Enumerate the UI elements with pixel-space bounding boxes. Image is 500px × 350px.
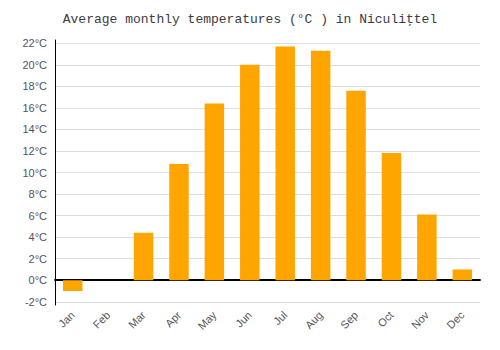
- svg-text:Sep: Sep: [338, 309, 360, 331]
- svg-text:Aug: Aug: [303, 309, 325, 331]
- svg-text:-2°C: -2°C: [25, 296, 47, 308]
- svg-text:2°C: 2°C: [29, 253, 48, 265]
- svg-text:Jan: Jan: [56, 309, 77, 330]
- svg-text:Average monthly temperatures (: Average monthly temperatures (°C ) in Ni…: [63, 12, 438, 27]
- svg-text:Nov: Nov: [409, 308, 432, 331]
- svg-text:Jul: Jul: [271, 309, 289, 327]
- svg-text:Apr: Apr: [163, 309, 184, 330]
- svg-text:12°C: 12°C: [22, 145, 47, 157]
- svg-text:20°C: 20°C: [22, 59, 47, 71]
- svg-text:Mar: Mar: [126, 309, 148, 331]
- svg-text:4°C: 4°C: [29, 231, 48, 243]
- svg-text:6°C: 6°C: [29, 210, 48, 222]
- svg-text:14°C: 14°C: [22, 123, 47, 135]
- svg-text:8°C: 8°C: [29, 188, 48, 200]
- svg-text:May: May: [195, 308, 219, 332]
- svg-text:0°C: 0°C: [29, 274, 48, 286]
- svg-text:Feb: Feb: [90, 309, 112, 331]
- svg-text:Oct: Oct: [375, 309, 396, 330]
- svg-text:Jun: Jun: [233, 309, 254, 330]
- svg-text:18°C: 18°C: [22, 80, 47, 92]
- svg-text:10°C: 10°C: [22, 167, 47, 179]
- svg-text:Dec: Dec: [444, 308, 467, 331]
- svg-text:16°C: 16°C: [22, 102, 47, 114]
- svg-text:22°C: 22°C: [22, 37, 47, 49]
